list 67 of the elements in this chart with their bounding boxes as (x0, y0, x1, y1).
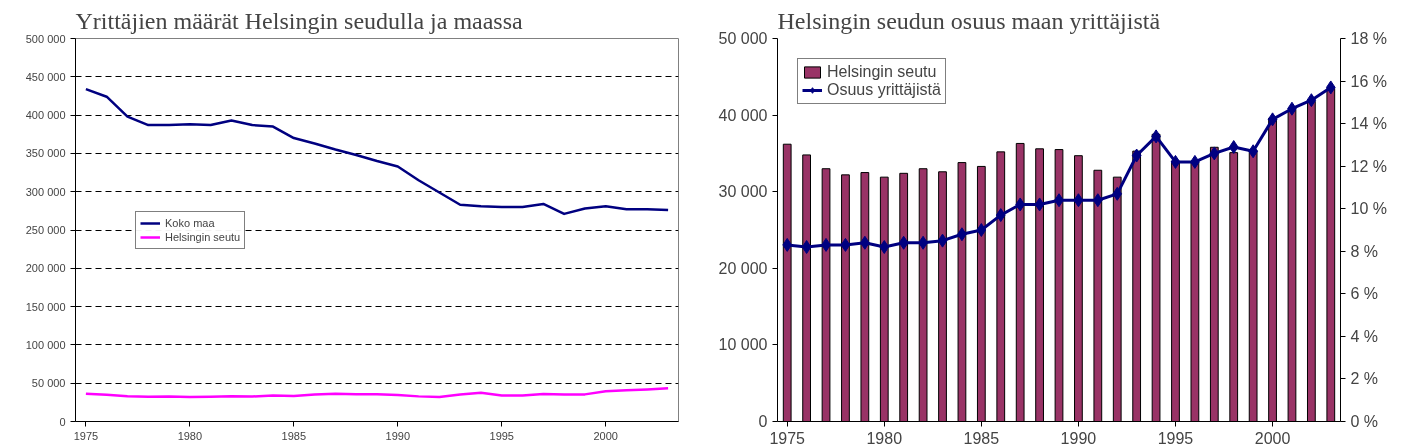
legend-label: Osuus yrittäjistä (827, 81, 941, 99)
point (1306, 93, 1317, 108)
y-tick-label: 0 (59, 415, 66, 428)
line-series (84, 386, 670, 399)
point (1112, 186, 1123, 201)
y-tick-label: 100 000 (25, 338, 66, 351)
x-tick-label: 1990 (385, 429, 411, 442)
legend-label: Koko maa (165, 215, 215, 230)
x-tick-label: 2000 (1254, 429, 1291, 447)
chart-title: Helsingin seudun osuus maan yrittäjistä (777, 7, 1161, 34)
y-tick-label: 50 000 (31, 377, 66, 390)
point (1034, 197, 1045, 212)
x-tick-label: 1995 (489, 429, 515, 442)
x-tick-label: 2000 (593, 429, 618, 442)
y-tick-label: 50 000 (718, 30, 768, 47)
y-tick-label: 250 000 (25, 224, 66, 236)
x-tick-label: 1985 (281, 429, 307, 442)
y-tick-label: 300 000 (25, 185, 66, 198)
x-tick-label: 1980 (177, 429, 203, 442)
x-tick-label: 1980 (866, 429, 903, 447)
y-tick-label: 40 000 (718, 106, 768, 124)
y2-tick-label: 8 % (1350, 242, 1379, 260)
point (937, 233, 948, 248)
x-tick-label: 1975 (769, 429, 806, 447)
y2-tick-label: 14 % (1350, 115, 1387, 133)
y-tick-label: 450 000 (25, 70, 66, 83)
y-tick-label: 350 000 (25, 147, 66, 160)
y-tick-label: 400 000 (25, 109, 66, 122)
point (1267, 112, 1278, 127)
point (1015, 197, 1026, 212)
y-tick-label: 30 000 (718, 183, 768, 201)
y2-tick-label: 16 % (1350, 72, 1387, 90)
y2-tick-label: 2 % (1350, 370, 1379, 388)
y2-tick-label: 6 % (1350, 285, 1379, 303)
y-tick-label: 200 000 (25, 262, 66, 275)
y-tick-label: 10 000 (718, 336, 768, 354)
y-tick-label: 20 000 (718, 259, 768, 277)
point (801, 240, 812, 255)
legend-label: Helsingin seutu (827, 63, 937, 81)
point (976, 223, 987, 237)
point (782, 237, 793, 252)
point (1092, 193, 1103, 208)
y2-tick-label: 12 % (1350, 157, 1387, 175)
x-tick-label: 1975 (73, 429, 99, 442)
point (995, 208, 1006, 223)
point (1073, 193, 1084, 208)
point (1228, 140, 1239, 155)
point (1131, 148, 1142, 163)
legend-label: Helsingin seutu (165, 229, 241, 244)
y2-tick-label: 0 % (1350, 413, 1379, 430)
x-tick-label: 1985 (963, 429, 1000, 447)
y-tick-label: 0 (758, 413, 768, 430)
point (1209, 146, 1220, 161)
point (1170, 154, 1181, 169)
y2-tick-label: 10 % (1350, 200, 1387, 218)
point (840, 237, 851, 252)
chart-title: Yrittäjien määrät Helsingin seudulla ja maassa (75, 7, 524, 34)
point (1325, 80, 1336, 95)
y-tick-label: 150 000 (25, 300, 66, 313)
point (898, 235, 909, 250)
x-tick-label: 1995 (1157, 429, 1194, 447)
line-series (84, 87, 670, 216)
y-tick-label: 500 000 (25, 32, 66, 45)
y2-tick-label: 4 % (1350, 327, 1379, 345)
y2-tick-label: 18 % (1350, 30, 1387, 47)
x-tick-label: 1990 (1060, 429, 1097, 447)
point (879, 240, 890, 255)
